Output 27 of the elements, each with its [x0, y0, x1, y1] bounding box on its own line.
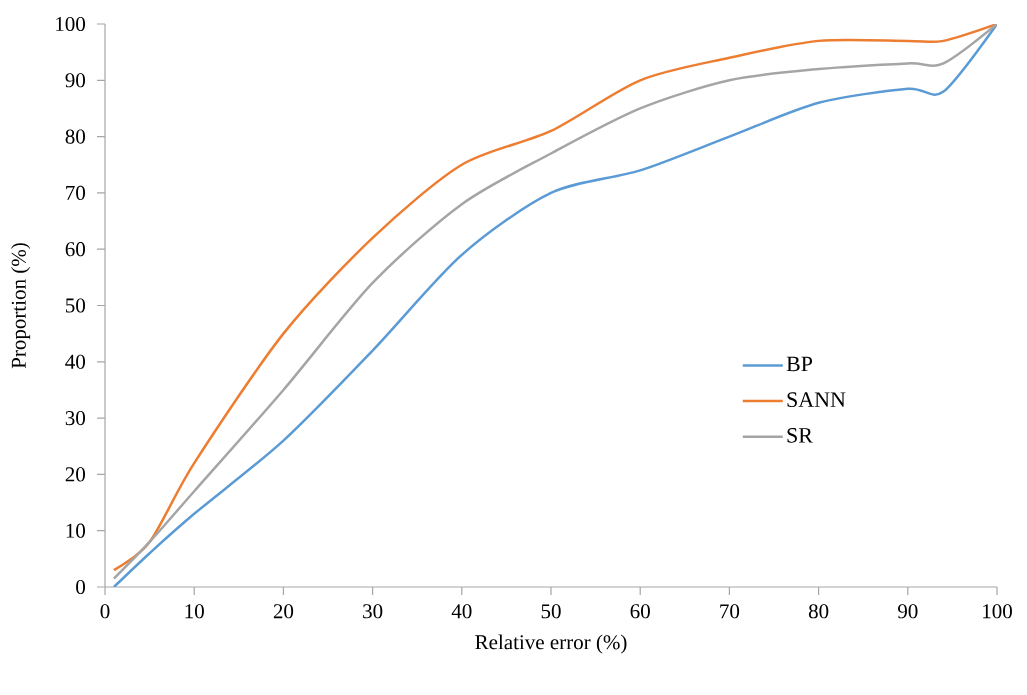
- y-tick-label: 10: [66, 523, 86, 538]
- x-tick-label: 50: [541, 604, 561, 619]
- x-tick-label: 100: [983, 604, 1012, 619]
- y-tick-label: 30: [65, 411, 86, 426]
- y-tick-label: 0: [76, 579, 86, 595]
- y-axis-title: Proportion (%): [11, 243, 31, 369]
- y-tick-label: 20: [65, 467, 86, 482]
- x-tick-label: 0: [100, 604, 110, 619]
- x-tick-label: 60: [630, 604, 650, 619]
- legend-label: SANN: [787, 392, 846, 408]
- legend-label: SR: [787, 427, 813, 443]
- x-tick-label: 80: [808, 604, 829, 619]
- y-tick-label: 80: [65, 129, 86, 144]
- x-tick-label: 90: [897, 604, 918, 619]
- y-tick-label: 100: [56, 16, 86, 32]
- x-tick-label: 10: [185, 604, 204, 619]
- legend-label: BP: [786, 356, 813, 372]
- x-tick-label: 70: [720, 604, 740, 619]
- x-tick-label: 20: [273, 604, 294, 619]
- y-tick-label: 90: [65, 73, 86, 88]
- y-tick-label: 70: [66, 185, 86, 200]
- x-axis-title: Relative error (%): [475, 634, 627, 654]
- y-tick-label: 60: [65, 242, 86, 257]
- y-tick-label: 40: [65, 354, 86, 369]
- x-tick-label: 40: [451, 604, 472, 619]
- x-tick-label: 30: [363, 604, 383, 619]
- y-tick-label: 50: [66, 298, 86, 313]
